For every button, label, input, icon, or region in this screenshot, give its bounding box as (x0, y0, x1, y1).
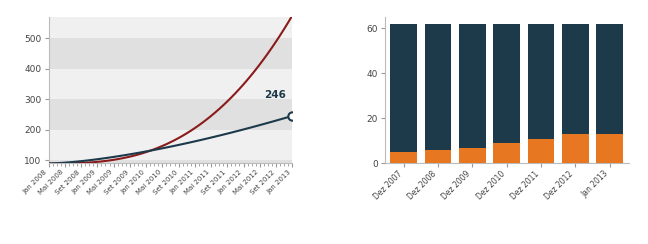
Bar (493, 24, 520, 143)
Bar (424, 24, 452, 150)
Text: 5: 5 (400, 153, 408, 163)
Text: 11: 11 (534, 146, 548, 156)
Bar (49, 161, 292, 163)
Text: 246: 246 (264, 90, 286, 100)
Bar (562, 24, 589, 134)
Bar (562, 134, 589, 163)
Text: 13: 13 (603, 144, 617, 154)
Bar (493, 143, 520, 163)
Bar (390, 152, 417, 163)
Bar (49, 17, 292, 38)
Text: 13: 13 (568, 144, 583, 154)
Bar (424, 150, 452, 163)
Text: 9: 9 (503, 148, 510, 158)
Text: 6: 6 (434, 152, 442, 162)
Bar (49, 38, 292, 69)
Bar (49, 130, 292, 161)
Text: 7: 7 (469, 151, 476, 161)
Bar (527, 139, 555, 163)
Bar (49, 69, 292, 100)
Bar (596, 134, 623, 163)
Bar (459, 148, 486, 163)
Bar (527, 24, 555, 139)
Bar (596, 24, 623, 134)
Bar (459, 24, 486, 148)
Bar (49, 100, 292, 130)
Bar (390, 24, 417, 152)
